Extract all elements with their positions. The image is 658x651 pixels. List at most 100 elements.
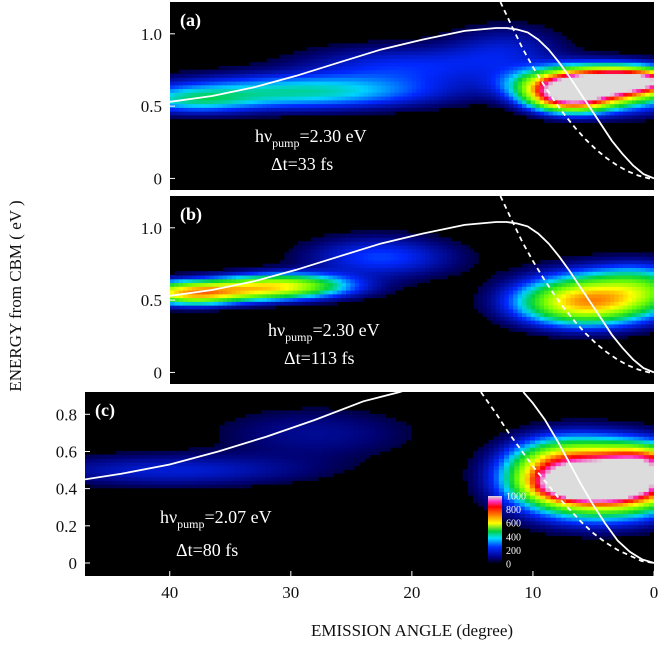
heatmap-cell bbox=[297, 293, 303, 299]
heatmap-cell bbox=[601, 107, 607, 112]
heatmap-cell bbox=[614, 54, 620, 59]
heatmap-cell bbox=[266, 425, 272, 430]
heatmap-cell bbox=[306, 107, 312, 112]
heatmap-cell bbox=[376, 278, 382, 284]
heatmap-cell bbox=[491, 320, 497, 325]
heatmap-cell bbox=[271, 271, 277, 276]
heatmap-cell bbox=[297, 301, 303, 306]
heatmap-cell bbox=[284, 256, 290, 261]
heatmap-cell bbox=[286, 439, 293, 445]
heatmap-cell bbox=[503, 480, 510, 485]
heatmap-cell bbox=[483, 443, 490, 448]
heatmap-cell bbox=[288, 263, 294, 269]
heatmap-cell bbox=[425, 103, 431, 108]
heatmap-cell bbox=[245, 469, 252, 474]
heatmap-cell bbox=[346, 103, 351, 108]
heatmap-cell bbox=[271, 428, 277, 434]
heatmap-cell bbox=[561, 92, 567, 97]
heatmap-cell bbox=[434, 237, 439, 242]
heatmap-cell bbox=[306, 58, 312, 63]
heatmap-cell bbox=[636, 267, 642, 272]
heatmap-cell bbox=[544, 293, 549, 299]
heatmap-cell bbox=[310, 65, 316, 71]
heatmap-cell bbox=[588, 259, 593, 265]
heatmap-cell bbox=[513, 88, 519, 93]
heatmap-cell bbox=[162, 465, 169, 470]
heatmap-cell bbox=[390, 77, 395, 82]
heatmap-cell bbox=[614, 84, 620, 90]
heatmap-cell bbox=[442, 271, 448, 276]
heatmap-cell bbox=[645, 290, 651, 295]
heatmap-cell bbox=[614, 99, 620, 105]
heatmap-cell bbox=[174, 96, 180, 101]
heatmap-cell bbox=[280, 65, 285, 71]
heatmap-cell bbox=[319, 96, 325, 101]
heatmap-cell bbox=[390, 252, 395, 257]
heatmap-cell bbox=[235, 458, 241, 463]
heatmap-cell bbox=[372, 54, 378, 59]
heatmap-cell bbox=[341, 274, 347, 280]
heatmap-cell bbox=[464, 54, 470, 59]
heatmap-cell bbox=[522, 111, 527, 116]
heatmap-cell bbox=[544, 99, 549, 105]
heatmap-cell bbox=[403, 233, 409, 238]
heatmap-cell bbox=[420, 54, 426, 59]
heatmap-cell bbox=[231, 84, 237, 90]
heatmap-cell bbox=[592, 73, 598, 78]
heatmap-cell bbox=[561, 308, 567, 314]
heatmap-cell bbox=[482, 308, 488, 314]
heatmap-cell bbox=[297, 458, 303, 463]
heatmap-cell bbox=[280, 80, 285, 86]
heatmap-cell bbox=[368, 286, 373, 291]
heatmap-cell bbox=[539, 297, 545, 302]
heatmap-cell bbox=[469, 39, 475, 44]
heatmap-cell bbox=[561, 331, 567, 336]
heatmap-cell bbox=[535, 24, 541, 29]
heatmap-cell bbox=[297, 278, 303, 284]
heatmap-cell bbox=[240, 469, 246, 474]
heatmap-cell bbox=[519, 513, 526, 518]
heatmap-cell bbox=[359, 297, 365, 302]
heatmap-cell bbox=[557, 99, 563, 105]
heatmap-cell bbox=[240, 65, 246, 71]
heatmap-cell bbox=[219, 439, 226, 445]
heatmap-cell bbox=[574, 305, 580, 310]
heatmap-cell bbox=[394, 274, 400, 280]
heatmap-cell bbox=[235, 439, 241, 445]
heatmap-cell bbox=[249, 65, 255, 71]
heatmap-cell bbox=[640, 99, 646, 105]
heatmap-cell bbox=[529, 443, 536, 448]
heatmap-cell bbox=[500, 35, 505, 41]
heatmap-cell bbox=[260, 432, 267, 437]
heatmap-cell bbox=[451, 103, 457, 108]
heatmap-cell bbox=[245, 480, 252, 485]
heatmap-cell bbox=[315, 58, 321, 63]
heatmap-cell bbox=[136, 469, 143, 474]
heatmap-cell bbox=[605, 271, 611, 276]
heatmap-cell bbox=[469, 263, 475, 269]
heatmap-cell bbox=[627, 263, 633, 269]
heatmap-cell bbox=[372, 278, 378, 284]
heatmap-cell bbox=[227, 69, 233, 75]
heatmap-cell bbox=[343, 432, 350, 437]
heatmap-cell bbox=[522, 28, 527, 33]
heatmap-cell bbox=[425, 54, 431, 59]
heatmap-cell bbox=[302, 96, 307, 101]
heatmap-cell bbox=[636, 271, 642, 276]
heatmap-cell bbox=[381, 274, 387, 280]
heatmap-cell bbox=[333, 417, 340, 423]
heatmap-cell bbox=[488, 491, 495, 496]
heatmap-cell bbox=[218, 282, 224, 287]
heatmap-cell bbox=[451, 39, 457, 44]
heatmap-cell bbox=[627, 286, 633, 291]
heatmap-cell bbox=[338, 432, 345, 437]
heatmap-cell bbox=[271, 263, 277, 269]
heatmap-cell bbox=[196, 99, 202, 105]
heatmap-cell bbox=[253, 65, 259, 71]
heatmap-cell bbox=[539, 263, 545, 269]
heatmap-cell bbox=[116, 476, 122, 481]
heatmap-cell bbox=[552, 73, 558, 78]
heatmap-cell bbox=[167, 465, 174, 470]
heatmap-cell bbox=[561, 107, 567, 112]
heatmap-cell bbox=[552, 103, 558, 108]
